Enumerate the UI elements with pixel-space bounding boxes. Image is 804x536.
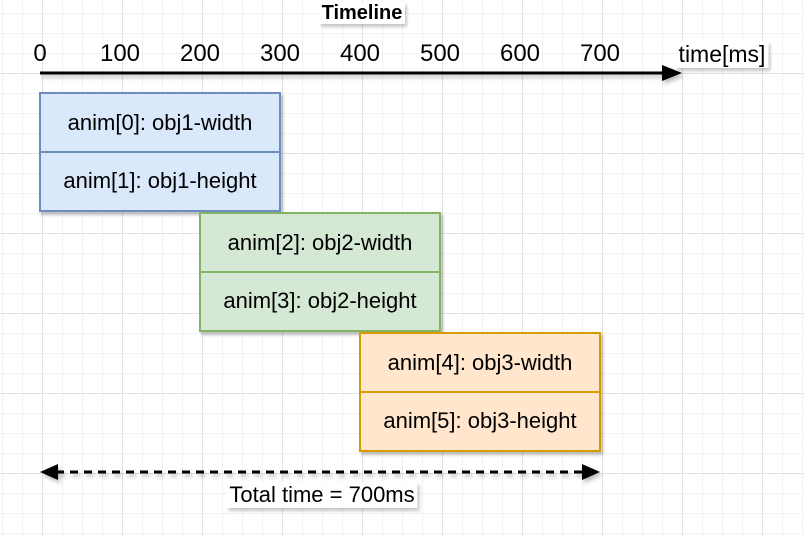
track-obj2: anim[2]: obj2-width anim[3]: obj2-height [199,212,441,332]
axis-tick-300: 300 [259,40,301,67]
total-time-arrow [40,464,600,480]
track-obj3: anim[4]: obj3-width anim[5]: obj3-height [359,332,601,452]
axis-unit-label: time[ms] [675,41,769,68]
time-axis-arrow [40,65,682,81]
axis-tick-600: 600 [499,40,541,67]
axis-tick-400: 400 [339,40,381,67]
diagram-title-row: Timeline [0,2,724,25]
anim-bar-4: anim[4]: obj3-width [387,349,573,375]
axis-tick-0: 0 [33,40,47,67]
anim-bar-0: anim[0]: obj1-width [67,109,253,135]
axis-tick-200: 200 [179,40,221,67]
anim-bar-1: anim[1]: obj1-height [41,151,279,208]
track-obj1: anim[0]: obj1-width anim[1]: obj1-height [39,92,281,212]
diagram-title: Timeline [318,2,406,24]
axis-tick-100: 100 [99,40,141,67]
axis-tick-500: 500 [419,40,461,67]
total-time-label: Total time = 700ms [226,482,418,508]
anim-bar-5: anim[5]: obj3-height [361,391,599,448]
anim-bar-2: anim[2]: obj2-width [227,229,413,255]
axis-tick-700: 700 [579,40,621,67]
anim-bar-3: anim[3]: obj2-height [201,271,439,328]
